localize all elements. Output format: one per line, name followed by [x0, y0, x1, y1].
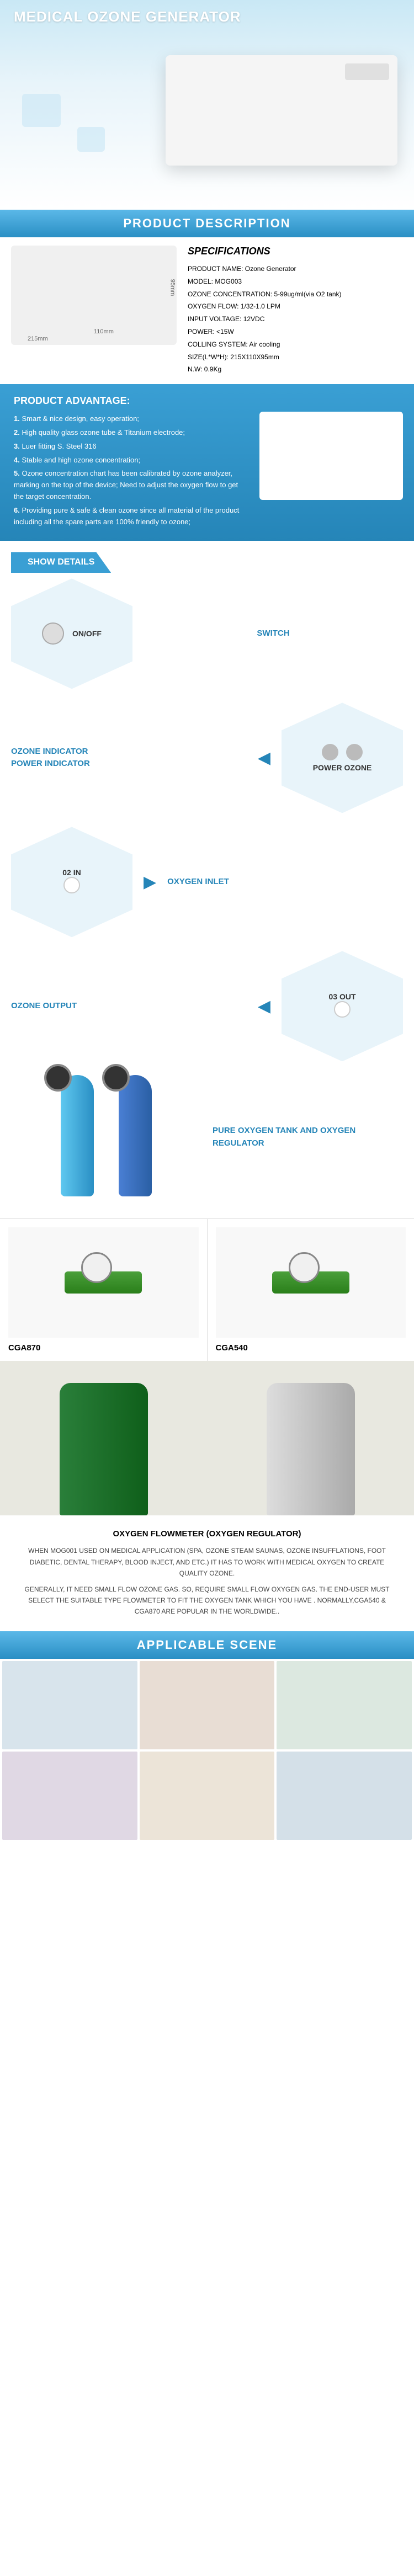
scene-cell: [140, 1752, 275, 1840]
decor-ice: [77, 127, 105, 152]
dim-depth: 110mm: [94, 328, 114, 335]
show-details-tab: SHOW DETAILS: [11, 552, 111, 573]
hex-label: 03 OUT: [328, 992, 355, 1001]
hex-label: POWER OZONE: [313, 763, 372, 772]
spec-line: SIZE(L*W*H): 215X110X95mm: [188, 351, 403, 364]
flowmeter-p1: WHEN MOG001 USED ON MEDICAL APPLICATION …: [17, 1545, 397, 1579]
oxygen-tank-icon: [119, 1075, 152, 1196]
advantage-title: PRODUCT ADVANTAGE:: [14, 395, 400, 407]
regulator-name: CGA540: [216, 1343, 406, 1353]
advantage-item: 2. High quality glass ozone tube & Titan…: [14, 427, 246, 439]
outlet-port-icon: [334, 1001, 351, 1018]
regulator-image: [216, 1227, 406, 1338]
tank-label: PURE OXYGEN TANK AND OXYGEN REGULATOR: [213, 1125, 403, 1149]
spec-line: POWER: <15W: [188, 326, 403, 338]
arrow-icon: ◀: [258, 748, 270, 768]
scene-grid: [0, 1659, 414, 1842]
detail-row-switch: ON/OFF SWITCH: [11, 578, 403, 689]
scene-cell: [2, 1661, 137, 1749]
hex-label: ON/OFF: [72, 629, 102, 638]
inlet-port-icon: [63, 877, 80, 893]
tank-photo-row: [0, 1361, 414, 1515]
decor-ice: [22, 94, 61, 127]
hex-switch: ON/OFF: [11, 578, 132, 689]
dim-height: 95mm: [169, 279, 176, 296]
gauge-icon: [44, 1064, 72, 1092]
detail-row-inlet: 02 IN ▶ OXYGEN INLET: [11, 827, 403, 937]
regulator-image: [8, 1227, 199, 1338]
arrow-icon: ◀: [258, 997, 270, 1016]
specs-title: SPECIFICATIONS: [188, 246, 403, 257]
detail-label-inlet: OXYGEN INLET: [167, 876, 403, 888]
hex-indicator: POWER OZONE: [282, 702, 403, 813]
specifications-block: SPECIFICATIONS PRODUCT NAME: Ozone Gener…: [188, 246, 403, 376]
hero-banner: MEDICAL OZONE GENERATOR: [0, 0, 414, 210]
spec-line: PRODUCT NAME: Ozone Generator: [188, 263, 403, 275]
advantage-product-image: [259, 412, 403, 500]
flowmeter-text-block: OXYGEN FLOWMETER (OXYGEN REGULATOR) WHEN…: [0, 1515, 414, 1631]
hero-product-image: [166, 55, 397, 166]
tank-photo: [207, 1361, 414, 1515]
arrow-icon: ▶: [144, 872, 156, 892]
hero-title: MEDICAL OZONE GENERATOR: [14, 8, 241, 25]
detail-label-switch: SWITCH: [144, 627, 403, 640]
product-advantage-block: PRODUCT ADVANTAGE: 1. Smart & nice desig…: [0, 384, 414, 541]
detail-row-indicator: POWER OZONE ◀ OZONE INDICATOR POWER INDI…: [11, 702, 403, 813]
advantage-item: 3. Luer fitting S. Steel 316: [14, 441, 246, 453]
ozone-port-icon: [346, 744, 363, 760]
tank-photo: [0, 1361, 207, 1515]
advantage-item: 1. Smart & nice design, easy operation;: [14, 413, 246, 425]
flowmeter-title: OXYGEN FLOWMETER (OXYGEN REGULATOR): [17, 1529, 397, 1539]
advantage-list: 1. Smart & nice design, easy operation; 2…: [14, 413, 246, 528]
regulator-cell: CGA870: [0, 1219, 208, 1361]
description-row: 215mm 95mm 110mm SPECIFICATIONS PRODUCT …: [0, 237, 414, 384]
scene-cell: [277, 1661, 412, 1749]
spec-line: COLLING SYSTEM: Air cooling: [188, 338, 403, 351]
spec-line: N.W: 0.9Kg: [188, 363, 403, 376]
onoff-button-icon: [42, 622, 64, 645]
spec-line: OZONE CONCENTRATION: 5-99ug/ml(via O2 ta…: [188, 288, 403, 301]
section-header-applicable: APPLICABLE SCENE: [0, 1631, 414, 1659]
hex-inlet: 02 IN: [11, 827, 132, 937]
scene-cell: [140, 1661, 275, 1749]
detail-row-tanks: PURE OXYGEN TANK AND OXYGEN REGULATOR: [11, 1075, 403, 1199]
oxygen-tank-icon: [61, 1075, 94, 1196]
flowmeter-p2: GENERALLY, IT NEED SMALL FLOW OZONE GAS.…: [17, 1584, 397, 1617]
dim-width: 215mm: [28, 336, 48, 342]
scene-cell: [2, 1752, 137, 1840]
regulator-icon: [272, 1271, 349, 1294]
hex-output: 03 OUT: [282, 951, 403, 1061]
power-port-icon: [322, 744, 338, 760]
detail-label-indicator: OZONE INDICATOR POWER INDICATOR: [11, 746, 247, 770]
detail-label-output: OZONE OUTPUT: [11, 1000, 247, 1013]
detail-row-output: 03 OUT ◀ OZONE OUTPUT: [11, 951, 403, 1061]
spec-line: MODEL: MOG003: [188, 275, 403, 288]
regulator-cell: CGA540: [208, 1219, 414, 1361]
regulator-icon: [65, 1271, 142, 1294]
advantage-item: 4. Stable and high ozone concentration;: [14, 455, 246, 466]
product-dimension-image: 215mm 95mm 110mm: [11, 246, 177, 345]
silver-tank-icon: [267, 1383, 355, 1515]
details-grid: ON/OFF SWITCH POWER OZONE ◀ OZONE INDICA…: [0, 573, 414, 1218]
spec-line: INPUT VOLTAGE: 12VDC: [188, 313, 403, 326]
section-header-description: PRODUCT DESCRIPTION: [0, 210, 414, 237]
regulator-name: CGA870: [8, 1343, 199, 1353]
gauge-icon: [102, 1064, 130, 1092]
spec-line: OXYGEN FLOW: 1/32-1.0 LPM: [188, 300, 403, 313]
green-tank-icon: [60, 1383, 148, 1515]
regulator-grid: CGA870 CGA540: [0, 1218, 414, 1361]
hex-label: 02 IN: [61, 868, 83, 877]
advantage-item: 6. Providing pure & safe & clean ozone s…: [14, 505, 246, 528]
scene-cell: [277, 1752, 412, 1840]
advantage-item: 5. Ozone concentration chart has been ca…: [14, 468, 246, 502]
